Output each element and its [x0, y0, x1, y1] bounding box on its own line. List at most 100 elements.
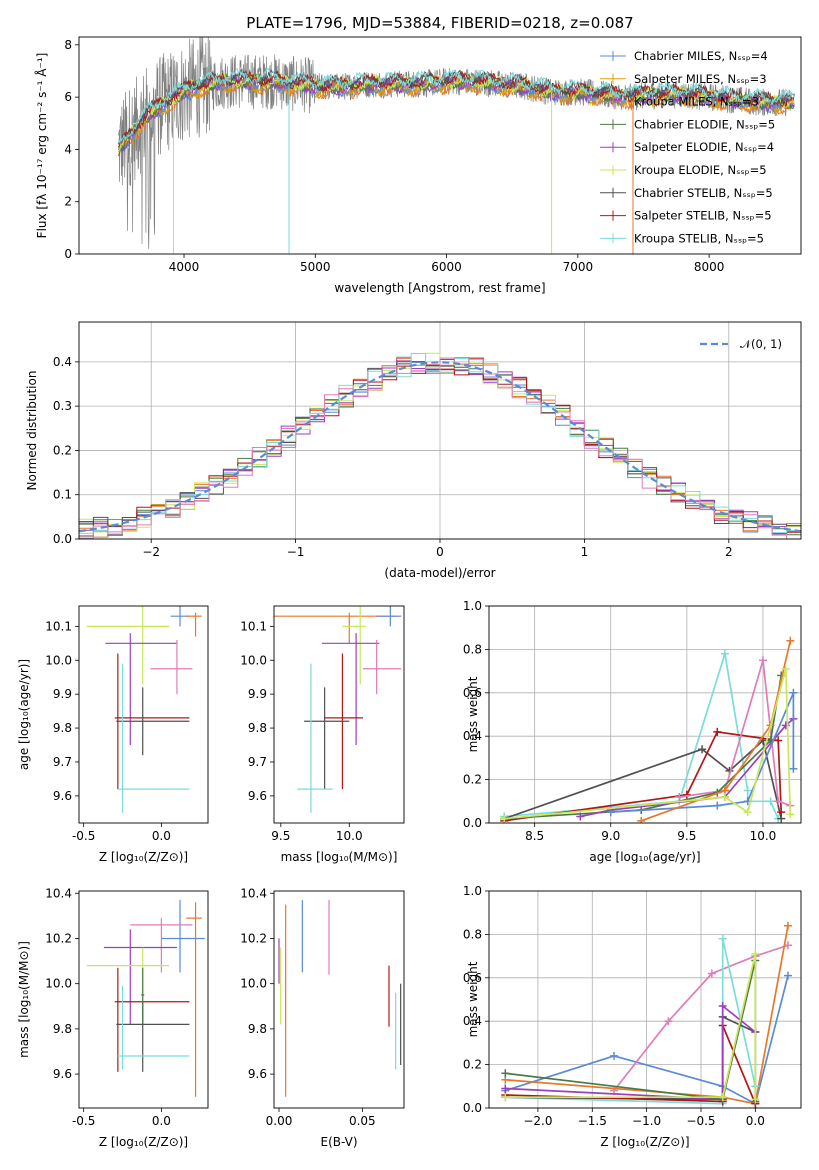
marker-salpeter_elodie — [576, 812, 585, 821]
y-tick-label: 0.2 — [463, 773, 482, 787]
age-vs-metallicity-panel: -0.5 0.0 9.6 9.7 9.8 9.9 10.0 10.1 Z [log₁₀(Z/Z⊙… — [17, 605, 209, 864]
residual-histogram-panel: −2 −1 0 1 2 0.0 0.1 0.2 0.3 0.4 (data-model)/error… — [25, 321, 802, 580]
x-tick-label: 4000 — [169, 260, 200, 274]
y-tick-label: 0 — [64, 247, 72, 261]
x-tick-label: −2.0 — [523, 1114, 552, 1128]
marker-salpeter_elodie — [501, 1084, 510, 1093]
x-tick-label: 9.5 — [271, 829, 290, 843]
y-tick-label: 2 — [64, 195, 72, 209]
marker-chabrier_stelib — [698, 745, 707, 754]
massweight-vs-age-panel: 8.5 9.0 9.5 10.0 0.0 0.2 0.4 0.6 0.8 1.0 age [log₁… — [463, 599, 802, 864]
y-tick-label: 0.0 — [53, 532, 72, 546]
y-axis-label: mass weight — [466, 961, 480, 1037]
plot-area — [278, 900, 402, 1097]
marker-kroupa_elodie — [751, 949, 760, 958]
x-axis-label: mass [log₁₀(M/M⊙)] — [281, 850, 398, 864]
legend-entry: Chabrier STELIB, Nₛₛₚ=5 — [634, 186, 773, 200]
massweight-vs-metallicity-panel: −2.0 −1.5 −1.0 −0.5 0.0 0.0 0.2 0.4 0.6 0.8 1.0 Z [… — [463, 884, 802, 1149]
marker-kroupa_elodie — [743, 808, 752, 817]
y-tick-label: 0.8 — [463, 927, 482, 941]
spectrum-legend: Chabrier MILES, Nₛₛₚ=4 Salpeter MILES, Nₛ… — [600, 49, 775, 245]
legend-entry: Kroupa STELIB, Nₛₛₚ=5 — [634, 231, 764, 245]
y-tick-label: 9.6 — [53, 1067, 72, 1081]
normal-curve — [79, 361, 801, 533]
legend-entry: Kroupa MILES, Nₛₛₚ=3 — [634, 95, 759, 109]
marker-kroupa_miles — [783, 921, 792, 930]
x-tick-label: 1 — [581, 545, 589, 559]
y-tick-label: 4 — [64, 142, 72, 156]
y-tick-label: 9.9 — [53, 687, 72, 701]
x-tick-label: 0.05 — [349, 1114, 376, 1128]
model-spectrum-chabrier_miles — [117, 75, 795, 152]
axes-frame — [78, 321, 802, 540]
marker-kroupa_elodie — [720, 792, 729, 801]
marker-salpeter_stelib — [777, 808, 786, 817]
marker-kroupa_stelib — [718, 934, 727, 943]
series-chabrier_elodie — [505, 960, 757, 1102]
x-axis-label: Z [log₁₀(Z/Z⊙)] — [99, 1135, 188, 1149]
y-tick-label: 9.7 — [248, 755, 267, 769]
y-axis-label: mass weight — [466, 676, 480, 752]
y-tick-label: 10.2 — [240, 931, 267, 945]
marker-chabrier_elodie — [501, 1069, 510, 1078]
y-tick-label: 9.8 — [248, 721, 267, 735]
axes-frame — [273, 890, 405, 1109]
y-tick-label: 10.4 — [240, 886, 267, 900]
y-tick-label: 10.0 — [240, 653, 267, 667]
marker-pink — [774, 797, 783, 806]
x-tick-label: 9.0 — [601, 829, 620, 843]
marker-pink — [675, 792, 684, 801]
marker-salpeter_stelib — [713, 727, 722, 736]
mass-vs-ebv-panel: 0.00 0.05 9.6 9.8 10.0 10.2 10.4 E(B-V) — [240, 886, 405, 1149]
y-tick-label: 10.0 — [45, 977, 72, 991]
y-tick-label: 0.4 — [463, 729, 482, 743]
marker-kroupa_miles — [786, 636, 795, 645]
series-kroupa_miles — [640, 640, 792, 822]
marker-kroupa_stelib — [720, 649, 729, 658]
x-tick-label: 0.0 — [152, 1114, 171, 1128]
plot-area — [274, 606, 402, 813]
series-kroupa_miles — [505, 925, 789, 1105]
plot-area — [79, 352, 801, 539]
marker-chabrier_miles — [789, 764, 798, 773]
axes-frame — [488, 890, 802, 1109]
plot-area — [117, 37, 795, 254]
marker-kroupa_stelib — [766, 797, 775, 806]
y-tick-label: 9.9 — [248, 687, 267, 701]
marker-pink — [783, 941, 792, 950]
x-tick-label: 10.0 — [336, 829, 363, 843]
x-axis-label: Z [log₁₀(Z/Z⊙)] — [600, 1135, 689, 1149]
legend-entry: 𝒩(0, 1) — [740, 337, 782, 351]
plot-area — [86, 900, 205, 1097]
axes-frame — [273, 605, 405, 824]
x-tick-label: −1.0 — [632, 1114, 661, 1128]
marker-pink — [758, 656, 767, 665]
x-tick-label: 6000 — [431, 260, 462, 274]
axes-frame — [78, 890, 209, 1109]
model-spectrum-kroupa_stelib — [117, 67, 795, 145]
x-axis-label: wavelength [Angstrom, rest frame] — [334, 281, 545, 295]
y-tick-label: 0.4 — [53, 355, 72, 369]
x-tick-label: 9.5 — [677, 829, 696, 843]
x-axis-label: (data-model)/error — [384, 566, 495, 580]
y-tick-label: 1.0 — [463, 599, 482, 613]
series-kroupa_elodie — [505, 953, 757, 1100]
series-salpeter_elodie — [505, 1004, 756, 1101]
marker-pink — [707, 969, 716, 978]
figure-title: PLATE=1796, MJD=53884, FIBERID=0218, z=0… — [246, 14, 633, 32]
y-axis-label: Normed distribution — [25, 371, 39, 491]
legend-entry: Chabrier ELODIE, Nₛₛₚ=5 — [634, 117, 775, 131]
y-tick-label: 0.1 — [53, 488, 72, 502]
marker-kroupa_stelib — [743, 786, 752, 795]
x-tick-label: −1.5 — [578, 1114, 607, 1128]
y-tick-label: 8 — [64, 38, 72, 52]
y-tick-label: 9.8 — [53, 1022, 72, 1036]
x-tick-label: 7000 — [563, 260, 594, 274]
grid — [489, 890, 801, 1109]
legend-entry: Kroupa ELODIE, Nₛₛₚ=5 — [634, 163, 767, 177]
marker-salpeter_elodie — [718, 1002, 727, 1011]
marker-kroupa_elodie — [786, 810, 795, 819]
series-chabrier_stelib — [505, 1015, 756, 1101]
y-tick-label: 9.7 — [53, 755, 72, 769]
y-tick-label: 10.0 — [45, 653, 72, 667]
